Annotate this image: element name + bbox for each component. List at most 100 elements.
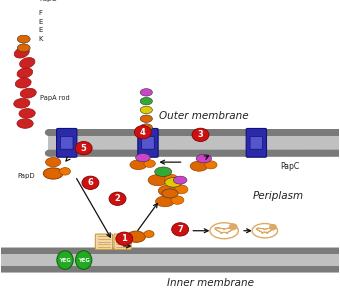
Circle shape	[122, 150, 129, 156]
Circle shape	[284, 150, 291, 156]
Circle shape	[301, 150, 308, 156]
Circle shape	[316, 150, 323, 156]
Circle shape	[52, 130, 59, 135]
Circle shape	[53, 267, 60, 272]
Circle shape	[305, 130, 312, 135]
Circle shape	[310, 150, 317, 156]
Circle shape	[297, 130, 304, 135]
Circle shape	[219, 248, 225, 253]
Circle shape	[170, 267, 176, 272]
Circle shape	[129, 150, 136, 156]
Circle shape	[52, 150, 59, 156]
Circle shape	[0, 248, 4, 253]
Circle shape	[62, 267, 68, 272]
Circle shape	[289, 267, 295, 272]
Circle shape	[204, 267, 210, 272]
Circle shape	[195, 248, 202, 253]
Ellipse shape	[14, 47, 29, 58]
Circle shape	[314, 130, 321, 135]
Circle shape	[236, 248, 242, 253]
Circle shape	[144, 267, 151, 272]
Circle shape	[335, 150, 340, 156]
Circle shape	[130, 267, 136, 272]
Circle shape	[50, 130, 57, 135]
Circle shape	[137, 130, 144, 135]
Circle shape	[131, 150, 138, 156]
Circle shape	[97, 130, 104, 135]
Circle shape	[174, 248, 181, 253]
Circle shape	[163, 150, 170, 156]
Circle shape	[177, 130, 185, 135]
Circle shape	[243, 150, 251, 156]
Circle shape	[307, 150, 314, 156]
Circle shape	[249, 267, 255, 272]
Circle shape	[317, 248, 323, 253]
Circle shape	[304, 267, 310, 272]
Circle shape	[338, 267, 340, 272]
Circle shape	[109, 192, 126, 205]
Circle shape	[282, 150, 289, 156]
Circle shape	[109, 150, 117, 156]
Circle shape	[21, 248, 28, 253]
Circle shape	[226, 150, 234, 156]
Circle shape	[253, 267, 259, 272]
Circle shape	[166, 248, 172, 253]
Circle shape	[187, 248, 193, 253]
Circle shape	[172, 248, 178, 253]
Circle shape	[211, 130, 219, 135]
Circle shape	[242, 267, 249, 272]
Ellipse shape	[196, 154, 211, 163]
Circle shape	[222, 150, 230, 156]
Ellipse shape	[140, 98, 152, 105]
Circle shape	[115, 248, 121, 253]
Circle shape	[200, 267, 206, 272]
Circle shape	[165, 130, 172, 135]
Circle shape	[209, 130, 217, 135]
Circle shape	[268, 267, 274, 272]
Circle shape	[62, 248, 68, 253]
Circle shape	[75, 130, 83, 135]
Circle shape	[212, 248, 219, 253]
Circle shape	[83, 267, 89, 272]
Text: YEG: YEG	[78, 258, 89, 262]
Text: Outer membrane: Outer membrane	[159, 111, 249, 120]
Circle shape	[229, 130, 236, 135]
Circle shape	[230, 267, 236, 272]
Circle shape	[101, 150, 108, 156]
Circle shape	[147, 248, 153, 253]
Circle shape	[32, 267, 38, 272]
Circle shape	[241, 150, 249, 156]
Circle shape	[242, 248, 249, 253]
Circle shape	[78, 150, 85, 156]
FancyBboxPatch shape	[250, 137, 263, 149]
Circle shape	[54, 150, 61, 156]
Ellipse shape	[171, 196, 184, 204]
Circle shape	[139, 130, 146, 135]
Circle shape	[232, 267, 238, 272]
Circle shape	[246, 150, 253, 156]
Circle shape	[186, 150, 193, 156]
Circle shape	[119, 248, 125, 253]
Circle shape	[216, 150, 223, 156]
Circle shape	[157, 248, 164, 253]
Circle shape	[69, 150, 76, 156]
Circle shape	[181, 248, 187, 253]
Circle shape	[252, 150, 259, 156]
Circle shape	[0, 267, 2, 272]
Circle shape	[102, 248, 108, 253]
Circle shape	[132, 267, 138, 272]
Circle shape	[34, 267, 40, 272]
Circle shape	[102, 267, 108, 272]
Circle shape	[292, 130, 300, 135]
Circle shape	[275, 150, 283, 156]
Circle shape	[198, 267, 204, 272]
Circle shape	[234, 248, 240, 253]
Circle shape	[334, 248, 340, 253]
Circle shape	[51, 267, 57, 272]
Circle shape	[13, 267, 19, 272]
Circle shape	[89, 248, 96, 253]
Circle shape	[113, 248, 119, 253]
Circle shape	[327, 267, 334, 272]
Circle shape	[300, 267, 306, 272]
Circle shape	[148, 150, 155, 156]
